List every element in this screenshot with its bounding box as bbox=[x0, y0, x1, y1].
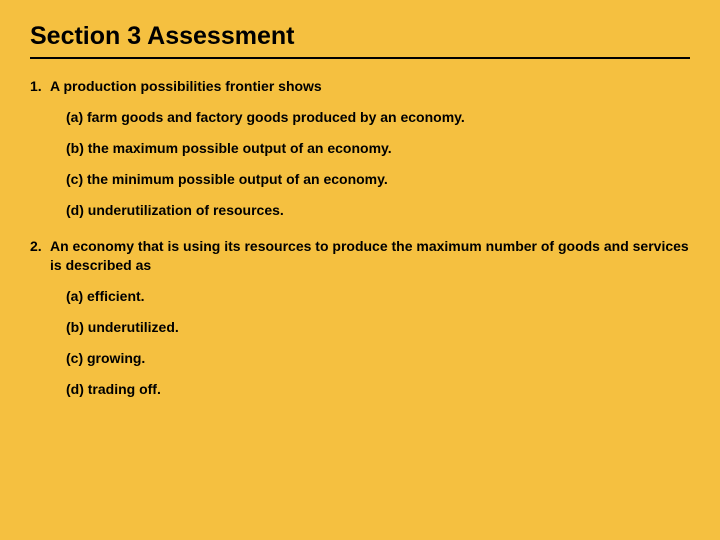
question-2-number: 2. bbox=[30, 237, 50, 275]
question-1-option-b: (b) the maximum possible output of an ec… bbox=[66, 139, 690, 158]
question-1-number: 1. bbox=[30, 77, 50, 96]
question-2-options: (a) efficient. (b) underutilized. (c) gr… bbox=[30, 287, 690, 399]
page-title: Section 3 Assessment bbox=[30, 22, 690, 51]
question-1-stem: 1. A production possibilities frontier s… bbox=[30, 77, 690, 96]
question-2-stem: 2. An economy that is using its resource… bbox=[30, 237, 690, 275]
question-1: 1. A production possibilities frontier s… bbox=[30, 77, 690, 219]
question-1-option-d: (d) underutilization of resources. bbox=[66, 201, 690, 220]
question-2-option-b: (b) underutilized. bbox=[66, 318, 690, 337]
question-1-option-a: (a) farm goods and factory goods produce… bbox=[66, 108, 690, 127]
title-rule bbox=[30, 57, 690, 59]
question-2-text: An economy that is using its resources t… bbox=[50, 237, 690, 275]
question-2-option-a: (a) efficient. bbox=[66, 287, 690, 306]
question-2-option-d: (d) trading off. bbox=[66, 380, 690, 399]
question-1-option-c: (c) the minimum possible output of an ec… bbox=[66, 170, 690, 189]
question-2: 2. An economy that is using its resource… bbox=[30, 237, 690, 398]
question-1-options: (a) farm goods and factory goods produce… bbox=[30, 108, 690, 220]
question-1-text: A production possibilities frontier show… bbox=[50, 77, 690, 96]
question-2-option-c: (c) growing. bbox=[66, 349, 690, 368]
